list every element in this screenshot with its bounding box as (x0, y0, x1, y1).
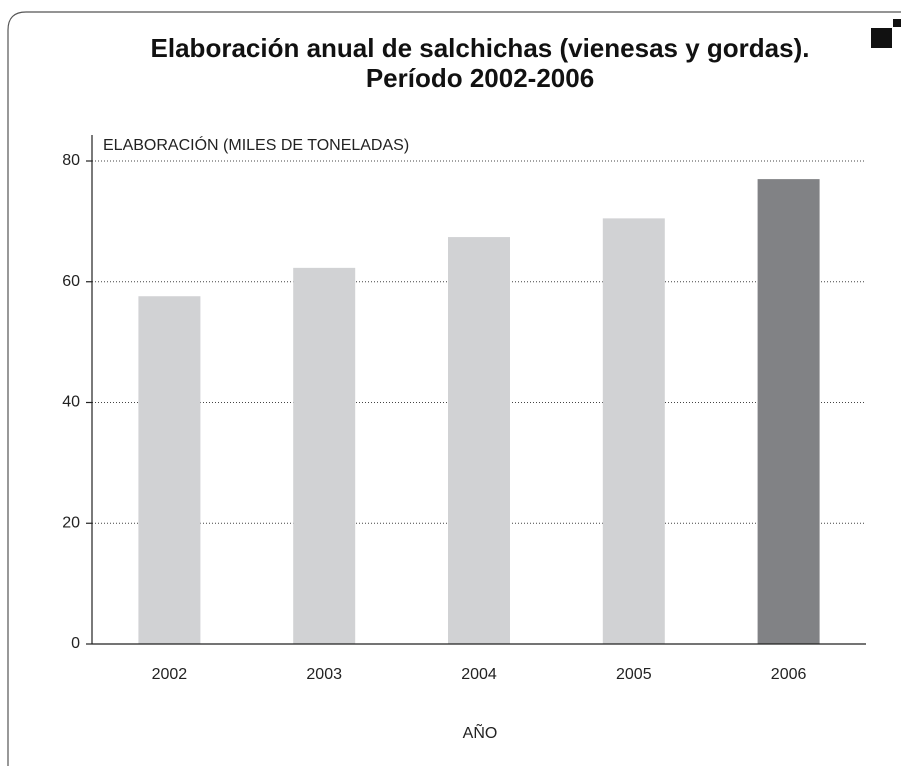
decoration (871, 28, 892, 48)
bar (602, 218, 665, 644)
y-axis-label: ELABORACIÓN (MILES DE TONELADAS) (103, 135, 409, 154)
y-tick-label: 40 (62, 394, 80, 411)
x-tick-label: 2003 (306, 666, 342, 683)
x-tick-label: 2002 (152, 666, 188, 683)
bar (293, 267, 356, 644)
y-tick-label: 80 (62, 152, 80, 169)
x-tick-label: 2005 (616, 666, 652, 683)
y-tick-label: 0 (71, 635, 80, 652)
frame (7, 11, 901, 766)
decoration (893, 19, 901, 27)
bar (138, 296, 201, 644)
chart-title: Período 2002-2006 (366, 63, 594, 93)
x-tick-label: 2004 (461, 666, 497, 683)
bar (757, 179, 820, 645)
x-tick-label: 2006 (771, 666, 807, 683)
y-tick-label: 60 (62, 273, 80, 290)
y-tick-label: 20 (62, 514, 80, 531)
chart-title: Elaboración anual de salchichas (vienesa… (151, 33, 810, 63)
bar (448, 237, 510, 644)
x-axis-label: AÑO (463, 722, 498, 742)
